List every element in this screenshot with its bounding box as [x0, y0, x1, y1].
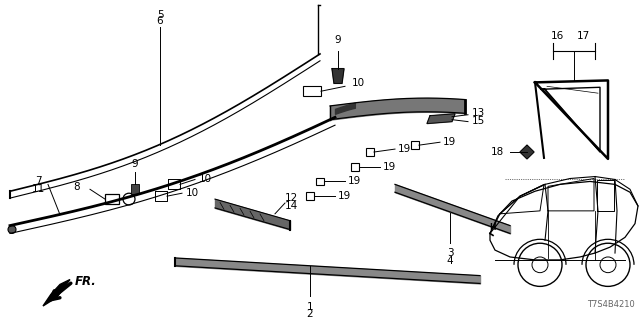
Text: T7S4B4210: T7S4B4210	[588, 300, 635, 309]
Text: 8: 8	[74, 182, 80, 192]
Bar	[303, 86, 321, 96]
Text: 10: 10	[199, 174, 212, 185]
Text: 18: 18	[491, 147, 504, 157]
Text: 2: 2	[307, 309, 314, 319]
Bar	[306, 192, 314, 200]
Circle shape	[8, 226, 16, 233]
Polygon shape	[427, 114, 455, 124]
Text: 10: 10	[186, 188, 199, 198]
Bar	[366, 148, 374, 156]
Polygon shape	[332, 69, 344, 84]
Text: 3: 3	[447, 248, 453, 258]
Text: 12: 12	[285, 193, 298, 203]
Text: FR.: FR.	[75, 275, 97, 288]
Text: 10: 10	[352, 78, 365, 88]
Bar	[351, 163, 359, 171]
Text: 14: 14	[285, 201, 298, 211]
Text: 19: 19	[443, 137, 456, 147]
Text: 13: 13	[472, 108, 485, 118]
Bar	[105, 194, 119, 204]
Bar	[131, 184, 139, 194]
Text: 19: 19	[348, 176, 361, 187]
Text: 19: 19	[398, 144, 412, 154]
Polygon shape	[43, 280, 70, 306]
Text: H: H	[490, 223, 496, 232]
Bar	[411, 141, 419, 149]
Text: 7: 7	[35, 176, 42, 187]
Polygon shape	[520, 145, 534, 159]
Bar	[316, 178, 324, 185]
Text: 11: 11	[31, 184, 45, 194]
Text: 19: 19	[383, 162, 396, 172]
Text: 16: 16	[550, 31, 564, 41]
Text: 15: 15	[472, 116, 485, 126]
Text: 4: 4	[447, 256, 453, 266]
Text: 6: 6	[157, 17, 163, 27]
Text: 17: 17	[577, 31, 589, 41]
Text: 9: 9	[132, 159, 138, 169]
Text: 1: 1	[307, 302, 314, 312]
Text: 19: 19	[338, 191, 351, 201]
Text: 9: 9	[335, 35, 341, 45]
Text: 5: 5	[157, 10, 163, 20]
